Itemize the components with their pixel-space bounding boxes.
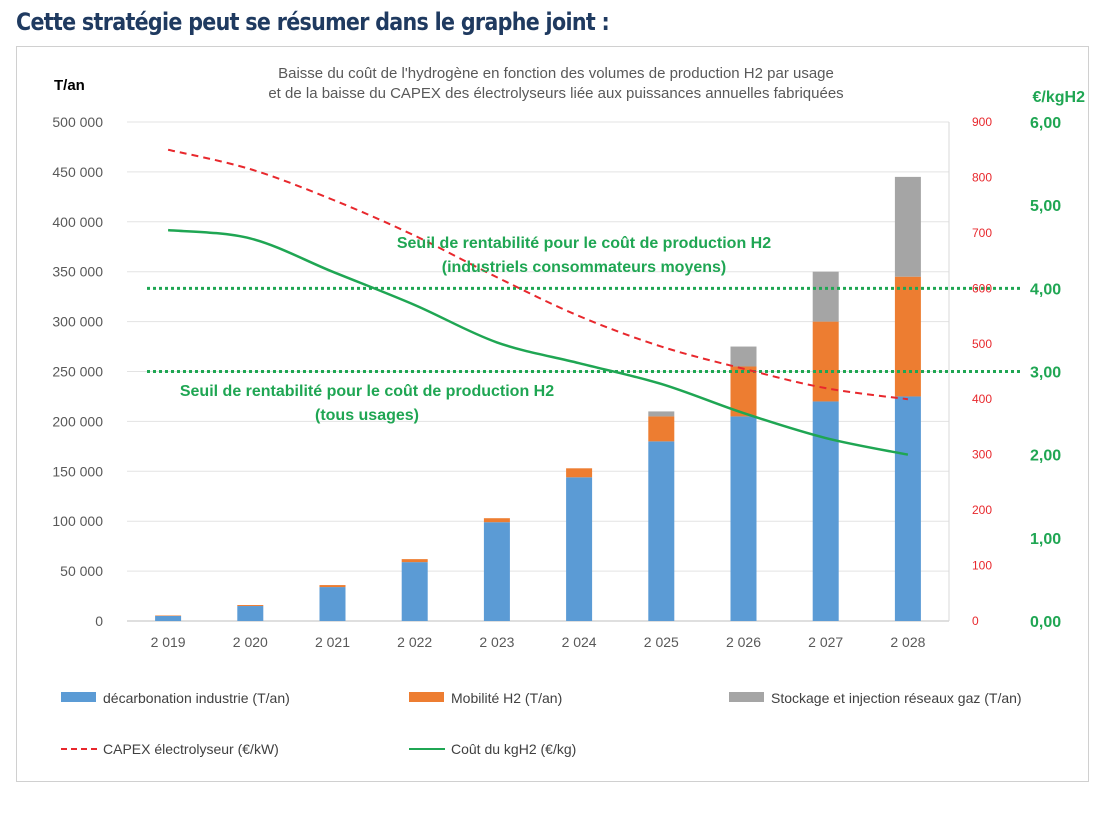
threshold-label: (tous usages) — [315, 407, 419, 424]
axes: 0 50 000 100 000 150 000 200 000 250 000 300 0… — [52, 114, 1061, 650]
bar-segment — [648, 441, 675, 621]
series-lines — [167, 148, 909, 456]
bar-segment — [566, 468, 593, 478]
y-right-red-tick-label: 100 — [972, 559, 992, 573]
cost-line — [167, 228, 909, 456]
legend-label: Coût du kgH2 (€/kg) — [451, 741, 576, 757]
bar-segment — [155, 616, 182, 621]
legend-label: Mobilité H2 (T/an) — [451, 690, 562, 706]
bar-segment — [730, 366, 757, 417]
y-left-tick-label: 150 000 — [52, 463, 103, 479]
bar-segment — [566, 477, 593, 621]
legend: décarbonation industrie (T/an) Mobilité H… — [61, 690, 1022, 757]
y-right-red-tick-label: 700 — [972, 226, 992, 240]
x-tick-label: 2 023 — [479, 634, 514, 650]
x-tick-label: 2 024 — [562, 634, 597, 650]
y-right-red-tick-label: 500 — [972, 337, 992, 351]
bar-segment — [319, 587, 346, 621]
x-tick-label: 2 028 — [890, 634, 925, 650]
y-left-tick-label: 0 — [95, 613, 103, 629]
x-tick-label: 2 026 — [726, 634, 761, 650]
bar-segment — [483, 518, 510, 523]
y-right-red-tick-label: 300 — [972, 448, 992, 462]
bar-segment — [401, 562, 428, 621]
bar-segment — [648, 411, 675, 417]
legend-swatch — [729, 692, 764, 702]
legend-swatch — [409, 692, 444, 702]
bar-segment — [483, 522, 510, 621]
threshold-label: (industriels consommateurs moyens) — [442, 259, 727, 276]
y-right-green-tick-label: 6,00 — [1030, 115, 1061, 132]
x-tick-label: 2 020 — [233, 634, 268, 650]
legend-label: Stockage et injection réseaux gaz (T/an) — [771, 690, 1022, 706]
bar-segment — [812, 271, 839, 322]
bar-segment — [894, 396, 921, 621]
y-right-green-tick-label: 0,00 — [1030, 614, 1061, 631]
y-left-tick-label: 350 000 — [52, 264, 103, 280]
x-tick-label: 2 025 — [644, 634, 679, 650]
y-right-red-tick-label: 900 — [972, 115, 992, 129]
y-right-red-tick-label: 600 — [972, 281, 992, 295]
y-right-green-tick-label: 1,00 — [1030, 531, 1061, 548]
bar-segment — [401, 559, 428, 563]
x-tick-label: 2 021 — [315, 634, 350, 650]
y-right-red-tick-label: 200 — [972, 503, 992, 517]
bar-segment — [894, 276, 921, 397]
page-heading: Cette stratégie peut se résumer dans le … — [16, 8, 610, 36]
chart-container: 0 50 000 100 000 150 000 200 000 250 000 300 0… — [16, 46, 1089, 782]
y-left-tick-label: 450 000 — [52, 164, 103, 180]
chart-title-line-2: et de la baisse du CAPEX des électrolyse… — [268, 85, 843, 102]
y-left-tick-label: 50 000 — [60, 563, 103, 579]
y-right-green-axis-title: €/kgH2 — [1033, 89, 1086, 106]
x-tick-label: 2 019 — [151, 634, 186, 650]
y-right-green-tick-label: 5,00 — [1030, 198, 1061, 215]
legend-swatch — [61, 692, 96, 702]
bar-segment — [237, 605, 264, 607]
capex-line — [167, 148, 909, 401]
legend-label: décarbonation industrie (T/an) — [103, 690, 290, 706]
bar-segment — [730, 416, 757, 621]
y-right-green-tick-label: 4,00 — [1030, 281, 1061, 298]
bar-segment — [319, 585, 346, 588]
x-tick-label: 2 027 — [808, 634, 843, 650]
bar-segment — [648, 416, 675, 442]
y-left-tick-label: 400 000 — [52, 214, 103, 230]
bars — [155, 176, 921, 621]
bar-segment — [237, 606, 264, 621]
y-right-green-tick-label: 3,00 — [1030, 365, 1061, 382]
y-left-tick-label: 200 000 — [52, 413, 103, 429]
threshold-label: Seuil de rentabilité pour le coût de pro… — [397, 235, 771, 252]
y-right-green-tick-label: 2,00 — [1030, 448, 1061, 465]
y-left-tick-label: 500 000 — [52, 114, 103, 130]
y-left-axis-title: T/an — [54, 77, 85, 94]
bar-segment — [730, 346, 757, 367]
y-left-tick-label: 300 000 — [52, 314, 103, 330]
x-tick-label: 2 022 — [397, 634, 432, 650]
y-left-tick-label: 100 000 — [52, 513, 103, 529]
bar-segment — [894, 176, 921, 277]
y-left-tick-label: 250 000 — [52, 364, 103, 380]
threshold-label: Seuil de rentabilité pour le coût de pro… — [180, 383, 554, 400]
hydrogen-cost-chart: 0 50 000 100 000 150 000 200 000 250 000 300 0… — [52, 65, 1085, 757]
threshold-lines — [147, 286, 1020, 373]
legend-label: CAPEX électrolyseur (€/kW) — [103, 741, 279, 757]
y-right-red-tick-label: 0 — [972, 614, 979, 628]
y-right-red-tick-label: 800 — [972, 170, 992, 184]
chart-title-line-1: Baisse du coût de l'hydrogène en fonctio… — [278, 65, 834, 82]
y-right-red-tick-label: 400 — [972, 392, 992, 406]
chart-text: Baisse du coût de l'hydrogène en fonctio… — [54, 65, 1085, 424]
